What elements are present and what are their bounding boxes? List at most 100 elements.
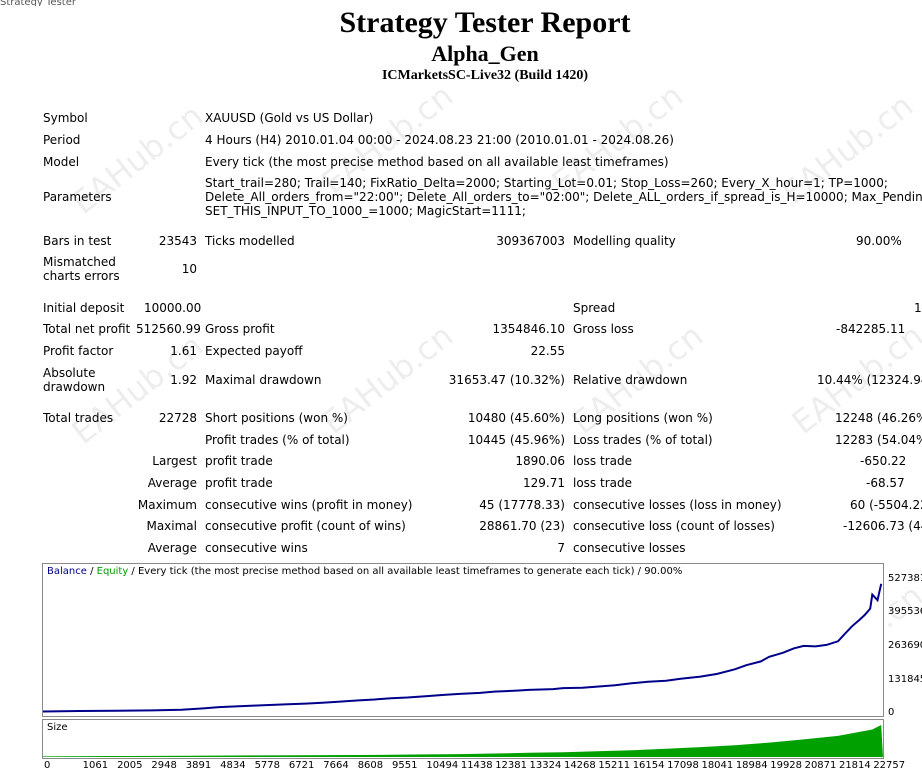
ticks-label: Ticks modelled: [205, 234, 295, 248]
size-area: [43, 725, 883, 757]
quality-value: 90.00%: [856, 234, 902, 248]
x-tick-label: 2948: [151, 760, 177, 771]
x-tick-label: 6721: [288, 760, 315, 771]
average-consecutive-label: Average: [147, 541, 197, 555]
x-tick-label: 9551: [392, 760, 418, 771]
x-tick-label: 3891: [185, 760, 212, 771]
x-tick-label: 2005: [117, 760, 143, 771]
y-tick-label: 131845: [888, 673, 922, 685]
maximal-label: Maximal: [146, 519, 197, 533]
top-clipped-text: Strategy Tester: [0, 0, 76, 6]
y-tick-label: 527381: [888, 573, 922, 584]
profit-trades-label: Profit trades (% of total): [205, 433, 350, 447]
size-plot: [43, 725, 883, 757]
max-consecutive-loss-value: -12606.73 (44): [843, 519, 922, 533]
x-tick-label: 7664: [323, 760, 349, 771]
x-tick-label: 22757: [873, 760, 906, 771]
parameters-label: Parameters: [43, 190, 112, 204]
spread-value: 10: [914, 301, 922, 315]
total-trades-label: Total trades: [43, 411, 114, 425]
y-tick-label: 263690: [888, 640, 922, 651]
x-tick-label: 21814: [838, 760, 871, 771]
period-label: Period: [43, 133, 81, 147]
profit-factor-label: Profit factor: [43, 344, 114, 358]
x-tick-label: 16154: [632, 760, 665, 771]
server-build: ICMarketsSC-Live32 (Build 1420): [381, 68, 589, 83]
average-loss-value: -68.57: [866, 476, 905, 490]
max-consecutive-loss-label: consecutive loss (count of losses): [573, 519, 775, 533]
absolute-drawdown-label-1: Absolute: [43, 366, 96, 380]
x-tick-label: 15211: [598, 760, 631, 771]
spread-label: Spread: [573, 301, 616, 315]
average-label: Average: [147, 476, 197, 490]
x-tick-label: 12381: [495, 760, 527, 771]
parameters-line-1: Start_trail=280; Trail=140; FixRatio_Del…: [205, 176, 888, 190]
chart-legend: Balance / Equity / Every tick (the most …: [47, 566, 682, 577]
maximal-drawdown-label: Maximal drawdown: [205, 373, 322, 387]
ticks-value: 309367003: [496, 234, 565, 248]
net-profit-value: 512560.99: [136, 322, 201, 336]
max-consecutive-profit-label: consecutive profit (count of wins): [205, 519, 406, 533]
avg-consecutive-wins-value: 7: [557, 541, 565, 555]
largest-loss-value: -650.22: [860, 454, 907, 468]
profit-trades-value: 10445 (45.96%): [467, 433, 565, 447]
absolute-drawdown-label-2: drawdown: [43, 380, 106, 394]
gross-loss-value: -842285.11: [836, 322, 906, 336]
loss-trades-value: 12283 (54.04%): [835, 433, 922, 447]
mismatch-label-1: Mismatched: [43, 255, 116, 269]
bars-value: 23543: [158, 234, 197, 248]
symbol-value: XAUUSD (Gold vs US Dollar): [205, 111, 374, 125]
x-tick-label: 14268: [563, 760, 596, 771]
y-tick-label: 395536: [888, 606, 922, 618]
x-tick-label: 8608: [357, 760, 384, 771]
short-positions-value: 10480 (45.60%): [467, 411, 565, 425]
x-tick-label: 18984: [735, 760, 768, 771]
relative-drawdown-value: 10.44% (12324.94): [817, 373, 922, 387]
x-tick-label: 13324: [529, 760, 562, 771]
expert-name: Alpha_Gen: [431, 41, 539, 66]
gross-profit-label: Gross profit: [205, 322, 275, 336]
max-consecutive-losses-label: consecutive losses (loss in money): [573, 498, 782, 512]
legend-description: / Every tick (the most precise method ba…: [128, 566, 683, 577]
symbol-label: Symbol: [43, 111, 88, 125]
model-label: Model: [43, 155, 80, 169]
avg-consecutive-losses-label: consecutive losses: [573, 541, 686, 555]
x-tick-label: 17098: [667, 760, 699, 771]
x-tick-label: 20871: [804, 760, 837, 771]
loss-trades-label: Loss trades (% of total): [573, 433, 713, 447]
max-consecutive-wins-value: 45 (17778.33): [479, 498, 565, 512]
quality-label: Modelling quality: [573, 234, 676, 248]
bars-label: Bars in test: [43, 234, 112, 248]
avg-consecutive-wins-label: consecutive wins: [205, 541, 308, 555]
profit-factor-value: 1.61: [170, 344, 197, 358]
y-tick-label: 0: [888, 707, 895, 718]
legend-balance: Balance: [47, 566, 87, 577]
largest-profit-value: 1890.06: [515, 454, 565, 468]
short-positions-label: Short positions (won %): [205, 411, 348, 425]
maximal-drawdown-value: 31653.47 (10.32%): [448, 373, 565, 387]
legend-equity: Equity: [96, 566, 129, 577]
deposit-label: Initial deposit: [43, 301, 125, 315]
average-loss-label: loss trade: [573, 476, 632, 490]
x-tick-label: 0: [44, 760, 51, 771]
maximum-label: Maximum: [137, 498, 197, 512]
x-tick-label: 1061: [82, 760, 109, 771]
balance-plot: [43, 583, 883, 713]
largest-label: Largest: [152, 454, 197, 468]
total-trades-value: 22728: [158, 411, 197, 425]
size-label: Size: [47, 722, 68, 733]
largest-profit-label: profit trade: [205, 454, 273, 468]
average-profit-label: profit trade: [205, 476, 273, 490]
x-tick-label: 10494: [426, 760, 459, 771]
average-profit-value: 129.71: [523, 476, 565, 490]
expected-payoff-value: 22.55: [530, 344, 565, 358]
max-consecutive-losses-value: 60 (-5504.22): [850, 498, 922, 512]
x-tick-label: 11438: [460, 760, 493, 771]
report-title: Strategy Tester Report: [339, 6, 631, 39]
long-positions-label: Long positions (won %): [573, 411, 713, 425]
expected-payoff-label: Expected payoff: [205, 344, 303, 358]
parameters-line-2: Delete_All_orders_from="22:00"; Delete_A…: [205, 190, 922, 204]
balance-line: [43, 583, 883, 713]
net-profit-label: Total net profit: [43, 322, 131, 336]
largest-loss-label: loss trade: [573, 454, 632, 468]
